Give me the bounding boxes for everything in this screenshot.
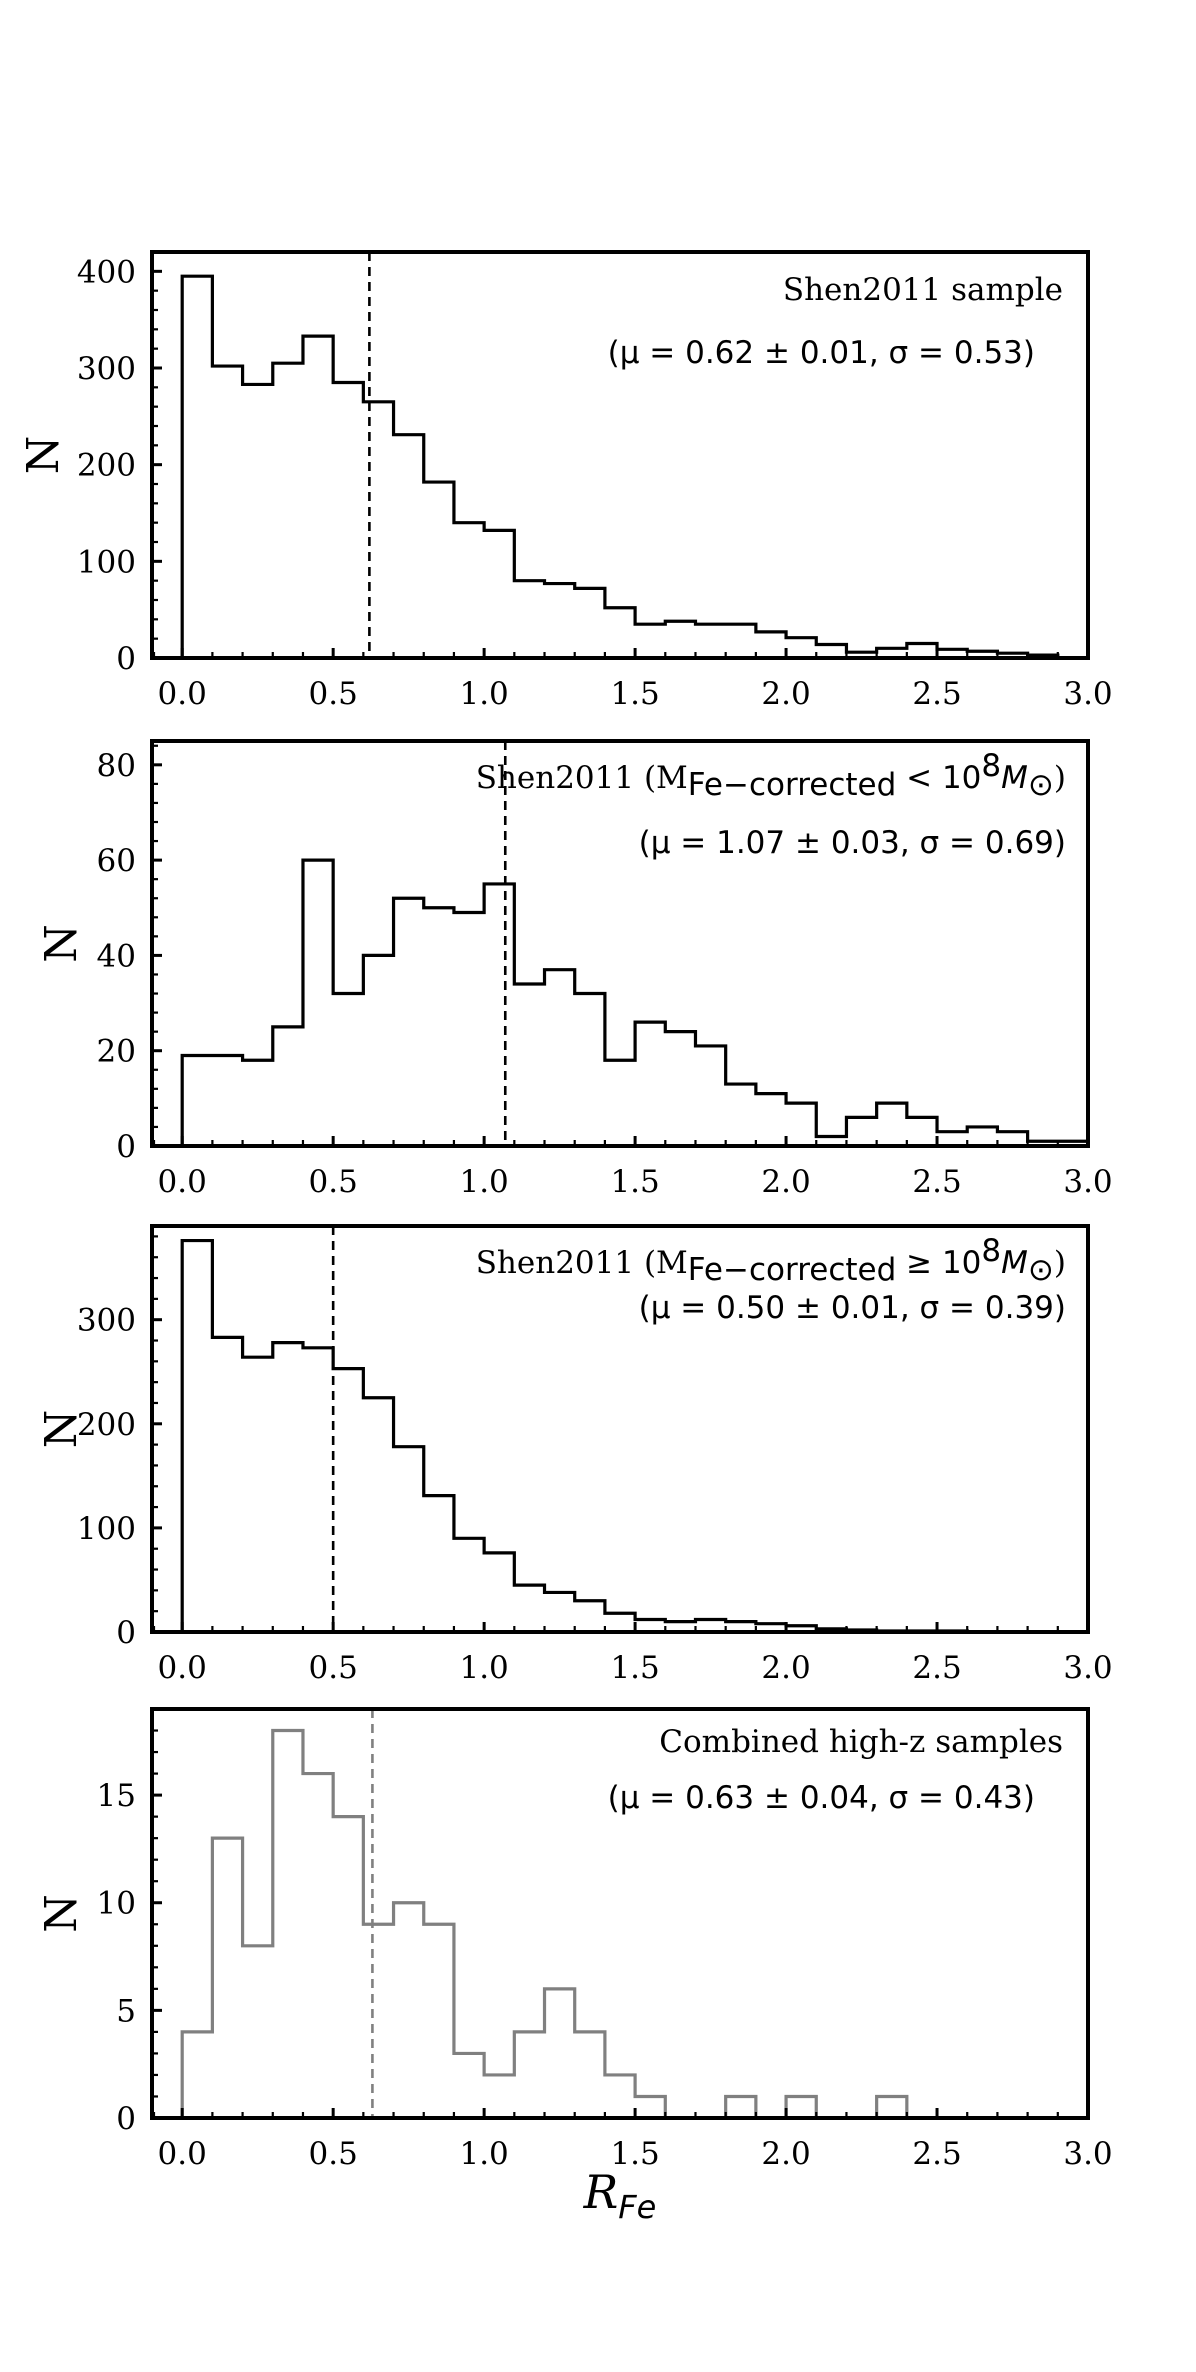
annotation-title: Shen2011 sample	[783, 272, 1063, 308]
y-tick-label: 5	[116, 1993, 136, 2029]
histogram-outline	[180, 1238, 1088, 1634]
y-tick-label: 80	[97, 748, 136, 784]
x-axis-label-sub: Fe	[618, 2188, 656, 2226]
annotation-sup: 8	[981, 748, 1001, 784]
x-tick-label: 0.5	[309, 2136, 358, 2172]
x-tick-label: 0.5	[309, 676, 358, 712]
x-tick-label: 3.0	[1063, 2136, 1112, 2172]
x-tick-label: 0.0	[158, 676, 207, 712]
annotation-relation: < 10	[896, 760, 981, 796]
annotation-close: )	[1054, 760, 1066, 796]
y-tick-label: 0	[116, 1615, 136, 1651]
histogram-outline	[180, 858, 1090, 1146]
x-axis-label-main: R	[583, 2165, 619, 2219]
x-tick-label: 0.0	[158, 2136, 207, 2172]
y-tick-label: 200	[77, 448, 136, 484]
y-tick-label: 20	[97, 1034, 136, 1070]
annotation-title: Combined high-z samples	[659, 1724, 1063, 1760]
annotation-sun: ⊙	[1028, 1252, 1054, 1288]
y-tick-label: 0	[116, 641, 136, 677]
x-tick-label: 1.0	[459, 1164, 508, 1200]
panel-shen2011-sample: 0.0 0.5 1.0 1.5 2.0 2.5 3.0 0 100 200 300 400 N She…	[18, 250, 1113, 712]
annotation-sun: ⊙	[1028, 767, 1054, 803]
annotation-msun: M	[1001, 760, 1028, 796]
histogram-outline	[180, 274, 1088, 660]
y-tick-label: 100	[77, 544, 136, 580]
x-tick-label: 3.0	[1063, 1164, 1112, 1200]
annotation-relation: ≥ 10	[896, 1245, 981, 1281]
y-tick-label: 200	[77, 1407, 136, 1443]
x-tick-label: 2.5	[912, 1650, 961, 1686]
x-tick-label: 2.5	[912, 1164, 961, 1200]
x-tick-label: 2.5	[912, 2136, 961, 2172]
y-tick-label: 300	[77, 351, 136, 387]
axes-frame	[150, 1224, 1090, 1634]
y-axis-label: N	[36, 1410, 87, 1449]
annotation-stats: (μ = 1.07 ± 0.03, σ = 0.69)	[639, 825, 1066, 861]
x-tick-label: 2.0	[761, 2136, 810, 2172]
x-tick-label: 1.5	[610, 1650, 659, 1686]
axes-frame	[150, 1707, 1090, 2120]
annotation-title: Shen2011 (MFe−corrected < 108M⊙)	[476, 748, 1066, 803]
y-tick-label: 40	[97, 938, 136, 974]
axes-frame	[150, 250, 1090, 660]
x-tick-label: 1.5	[610, 2136, 659, 2172]
y-tick-label: 0	[116, 1129, 136, 1165]
x-tick-label: 2.0	[761, 676, 810, 712]
annotation-msun: M	[1001, 1245, 1028, 1281]
y-tick-label: 0	[116, 2101, 136, 2137]
x-tick-label: 0.5	[309, 1164, 358, 1200]
y-axis-label: N	[36, 924, 87, 963]
y-tick-label: 400	[77, 254, 136, 290]
annotation-stats: (μ = 0.62 ± 0.01, σ = 0.53)	[608, 335, 1035, 371]
x-tick-label: 1.0	[459, 676, 508, 712]
panel-shen2011-high-mass: 0.0 0.5 1.0 1.5 2.0 2.5 3.0 0 100 200 300 N Shen20…	[36, 1224, 1113, 1686]
y-axis-label: N	[36, 1894, 87, 1933]
x-tick-label: 1.0	[459, 1650, 508, 1686]
x-tick-label: 2.5	[912, 676, 961, 712]
y-tick-label: 100	[77, 1511, 136, 1547]
annotation-close: )	[1054, 1245, 1066, 1281]
x-tick-label: 0.0	[158, 1164, 207, 1200]
x-tick-label: 3.0	[1063, 676, 1112, 712]
y-axis-label: N	[18, 436, 69, 475]
x-tick-label: 2.0	[761, 1650, 810, 1686]
y-tick-label: 15	[97, 1778, 136, 1814]
axes-frame	[150, 739, 1090, 1148]
y-tick-label: 60	[97, 843, 136, 879]
x-tick-label: 1.5	[610, 676, 659, 712]
y-tick-label: 10	[97, 1886, 136, 1922]
annotation-sub: Fe−corrected	[688, 1252, 896, 1288]
annotation-stats: (μ = 0.50 ± 0.01, σ = 0.39)	[639, 1290, 1066, 1326]
annotation-stats: (μ = 0.63 ± 0.04, σ = 0.43)	[608, 1780, 1035, 1816]
annotation-sub: Fe−corrected	[688, 767, 896, 803]
y-tick-label: 300	[77, 1303, 136, 1339]
panel-combined-high-z: 0.0 0.5 1.0 1.5 2.0 2.5 3.0 0 5 10 15 N Combined h…	[36, 1707, 1113, 2226]
x-tick-label: 1.5	[610, 1164, 659, 1200]
annotation-title: Shen2011 (MFe−corrected ≥ 108M⊙)	[476, 1233, 1066, 1288]
annotation-prefix: Shen2011 (M	[476, 760, 688, 796]
x-tick-label: 2.0	[761, 1164, 810, 1200]
panel-shen2011-low-mass: 0.0 0.5 1.0 1.5 2.0 2.5 3.0 0 20 40 60 80 N Shen201…	[36, 739, 1113, 1200]
x-tick-label: 3.0	[1063, 1650, 1112, 1686]
annotation-sup: 8	[981, 1233, 1001, 1269]
x-tick-label: 1.0	[459, 2136, 508, 2172]
x-axis-label: RFe	[583, 2165, 657, 2226]
x-tick-label: 0.5	[309, 1650, 358, 1686]
annotation-prefix: Shen2011 (M	[476, 1245, 688, 1281]
x-tick-label: 0.0	[158, 1650, 207, 1686]
